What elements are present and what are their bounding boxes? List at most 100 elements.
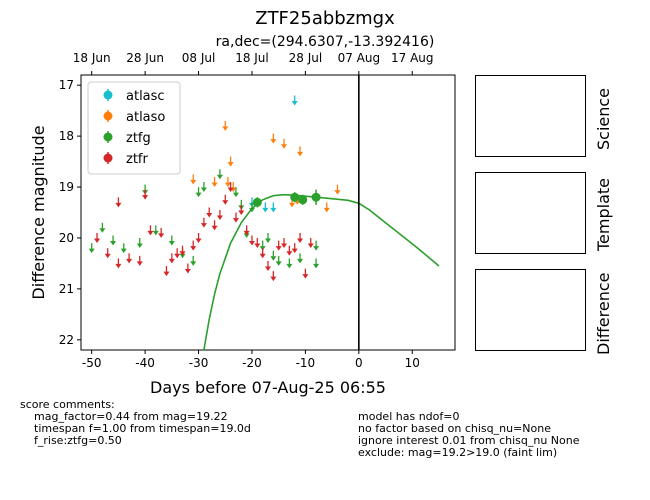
arrow-head bbox=[179, 251, 186, 256]
arrow-head bbox=[190, 246, 197, 251]
arrow-head bbox=[88, 248, 95, 254]
upper-limit-arrow bbox=[88, 243, 95, 254]
upper-limit-arrow bbox=[259, 248, 266, 259]
arrow-head bbox=[281, 144, 288, 149]
x-axis-label: Days before 07-Aug-25 06:55 bbox=[150, 378, 386, 397]
legend-label: atlasc bbox=[126, 89, 165, 104]
upper-limit-arrow bbox=[265, 260, 271, 271]
model-comment-line: no factor based on chisq_nu=None bbox=[358, 422, 551, 435]
upper-limit-arrow bbox=[216, 169, 223, 180]
arrow-head bbox=[136, 261, 143, 266]
top-tick-label: 18 Jul bbox=[235, 51, 269, 65]
upper-limit-arrow bbox=[200, 182, 207, 193]
upper-limit-arrow bbox=[302, 268, 309, 279]
arrow-head bbox=[289, 202, 296, 208]
legend-marker bbox=[103, 132, 113, 142]
upper-limit-arrow bbox=[206, 207, 213, 218]
model-comment-line: exclude: mag=19.2>19.0 (faint lim) bbox=[358, 446, 558, 459]
arrow-head bbox=[190, 179, 197, 185]
arrow-head bbox=[270, 276, 277, 282]
arrow-head bbox=[222, 200, 229, 205]
arrow-head bbox=[99, 228, 106, 233]
upper-limit-arrow bbox=[254, 238, 261, 249]
arrow-head bbox=[216, 215, 223, 221]
data-point bbox=[311, 192, 321, 202]
upper-limit-arrow bbox=[297, 253, 304, 264]
arrow-head bbox=[163, 271, 170, 277]
upper-limit-arrow bbox=[243, 225, 250, 236]
arrow-head bbox=[270, 256, 277, 261]
difference-label: Difference bbox=[594, 272, 613, 355]
arrow-head bbox=[323, 207, 330, 213]
arrow-head bbox=[291, 100, 298, 106]
upper-limit-arrow bbox=[222, 120, 229, 131]
arrow-head bbox=[248, 207, 255, 213]
arrow-head bbox=[227, 162, 234, 167]
arrow-head bbox=[184, 269, 191, 274]
arrow-head bbox=[232, 218, 239, 223]
arrow-head bbox=[227, 187, 234, 193]
legend-box bbox=[87, 81, 181, 175]
top-tick-label: 28 Jul bbox=[289, 51, 323, 65]
upper-limit-arrow bbox=[270, 250, 277, 261]
arrow-head bbox=[313, 246, 320, 251]
upper-limit-arrow bbox=[136, 238, 143, 249]
template-label: Template bbox=[594, 177, 613, 251]
upper-limit-arrow bbox=[152, 225, 159, 236]
upper-limit-arrow bbox=[262, 202, 269, 213]
upper-limit-arrow bbox=[190, 255, 197, 266]
arrow-head bbox=[302, 274, 309, 279]
upper-limit-arrow bbox=[265, 232, 271, 243]
legend-marker bbox=[103, 111, 113, 121]
upper-limit-arrow bbox=[281, 138, 288, 149]
score-comments-header: score comments: bbox=[20, 398, 115, 411]
arrow-head bbox=[286, 263, 293, 269]
model-comment-line: model has ndof=0 bbox=[358, 410, 460, 423]
upper-limit-arrow bbox=[227, 182, 234, 193]
upper-limit-arrow bbox=[232, 212, 239, 223]
arrow-head bbox=[152, 230, 159, 236]
y-tick-label: 18 bbox=[59, 129, 74, 143]
arrow-head bbox=[195, 192, 202, 198]
arrow-head bbox=[120, 248, 127, 254]
arrow-head bbox=[179, 253, 186, 259]
x-tick-label: -40 bbox=[135, 356, 155, 370]
model-curve bbox=[203, 193, 440, 350]
upper-limit-arrow bbox=[286, 245, 293, 256]
score-comment-line: mag_factor=0.44 from mag=19.22 bbox=[34, 410, 228, 423]
upper-limit-arrow bbox=[142, 189, 149, 200]
arrow-head bbox=[286, 251, 293, 256]
arrow-head bbox=[104, 253, 111, 259]
arrow-head bbox=[115, 263, 122, 269]
upper-limit-arrow bbox=[136, 255, 143, 266]
legend-label: ztfg bbox=[126, 131, 151, 146]
arrow-head bbox=[265, 266, 271, 271]
arrow-head bbox=[297, 258, 304, 264]
upper-limit-arrow bbox=[216, 210, 223, 221]
upper-limit-arrow bbox=[94, 232, 101, 243]
score-comment-line: f_rise:ztfg=0.50 bbox=[34, 434, 122, 447]
arrow-head bbox=[222, 126, 229, 131]
arrow-head bbox=[115, 202, 122, 208]
chart-title: ZTF25abbzmgx bbox=[255, 8, 395, 29]
upper-limit-arrow bbox=[163, 266, 170, 277]
upper-limit-arrow bbox=[126, 253, 133, 264]
arrow-head bbox=[238, 210, 245, 215]
template-panel bbox=[475, 172, 586, 254]
upper-limit-arrow bbox=[110, 235, 117, 246]
arrow-head bbox=[281, 243, 288, 249]
upper-limit-arrow bbox=[104, 248, 111, 259]
arrow-head bbox=[265, 238, 271, 243]
data-point bbox=[290, 192, 300, 202]
upper-limit-arrow bbox=[115, 258, 122, 269]
upper-limit-arrow bbox=[297, 232, 304, 243]
legend-label: atlaso bbox=[126, 110, 165, 125]
upper-limit-arrow bbox=[270, 202, 277, 213]
arrow-head bbox=[259, 253, 266, 259]
upper-limit-arrow bbox=[270, 271, 277, 282]
arrow-head bbox=[206, 213, 213, 218]
arrow-head bbox=[248, 241, 255, 246]
arrow-head bbox=[307, 243, 314, 249]
arrow-head bbox=[168, 258, 175, 264]
